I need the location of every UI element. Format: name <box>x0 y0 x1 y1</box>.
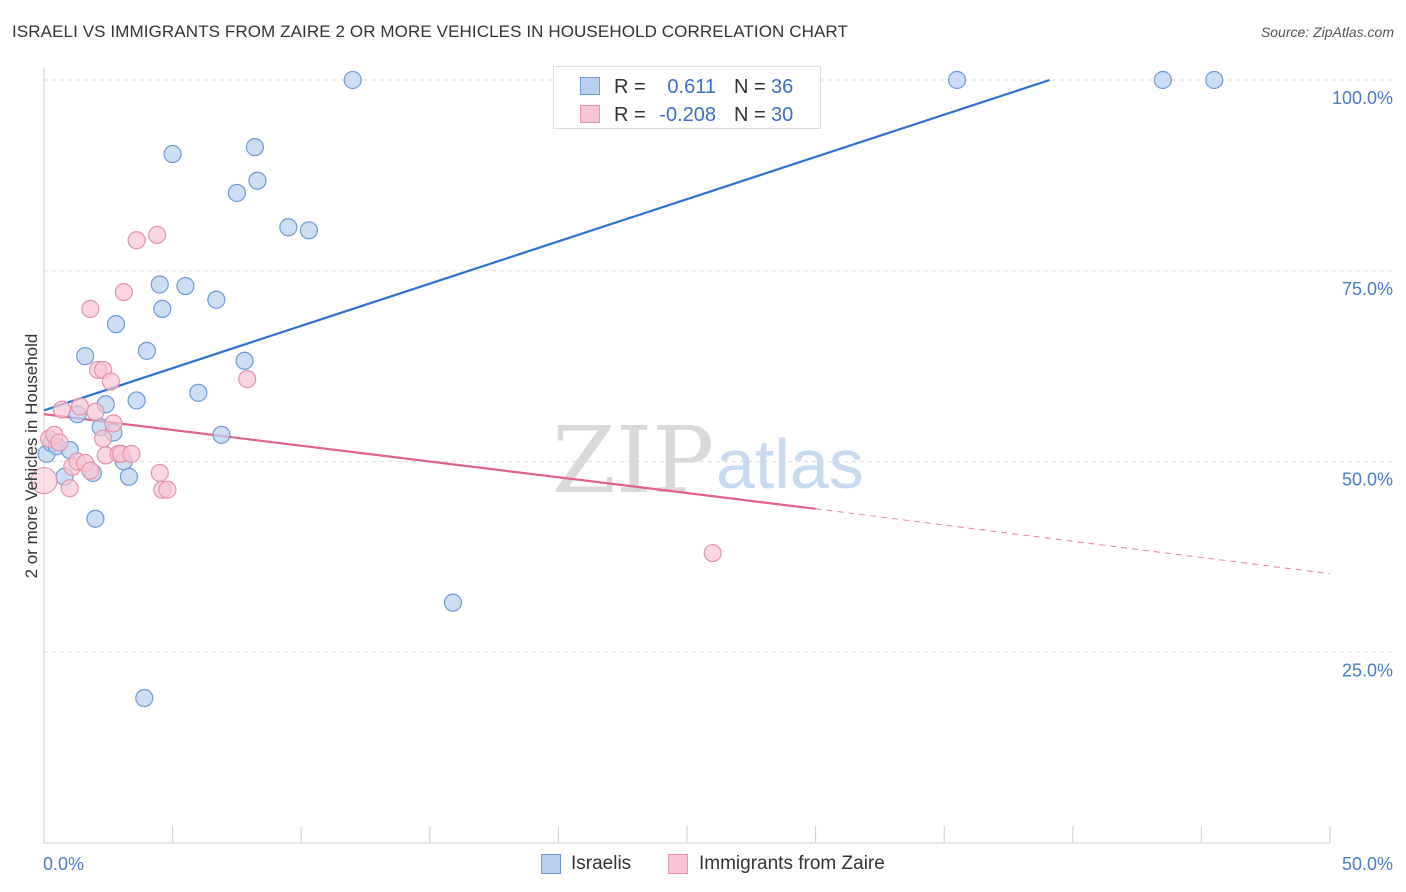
point-israelis <box>119 467 138 486</box>
y-axis-title: 2 or more Vehicles in Household <box>22 334 41 579</box>
point-zaire <box>81 461 100 480</box>
trendline-zaire-extension <box>815 508 1331 575</box>
legend-n-label: N = <box>734 76 766 98</box>
legend-r-label: R = <box>614 76 646 98</box>
point-israelis <box>137 341 156 360</box>
point-israelis <box>153 299 172 318</box>
y-tick-label: 25.0% <box>1342 660 1393 680</box>
point-israelis <box>207 290 226 309</box>
point-israelis <box>212 425 231 444</box>
legend-label-zaire: Immigrants from Zaire <box>699 853 885 874</box>
y-tick-label: 50.0% <box>1342 470 1393 490</box>
legend-swatch-israelis <box>541 854 561 874</box>
point-israelis <box>86 509 105 528</box>
x-tick-label-min: 0.0% <box>43 854 84 874</box>
point-israelis <box>947 70 967 90</box>
point-zaire <box>703 543 722 563</box>
legend-label-israelis: Israelis <box>571 853 632 874</box>
point-zaire <box>81 299 100 318</box>
point-zaire <box>52 400 72 419</box>
point-israelis <box>299 221 319 240</box>
point-israelis <box>163 144 182 164</box>
legend-n-value: 36 <box>771 76 794 98</box>
point-israelis <box>150 275 169 294</box>
chart-source: Source: ZipAtlas.com <box>1260 24 1394 40</box>
point-israelis <box>76 347 95 366</box>
point-zaire <box>86 402 105 422</box>
points-layer <box>30 70 1224 708</box>
point-israelis <box>279 218 298 237</box>
legend-swatch-zaire <box>668 854 688 874</box>
point-zaire <box>70 397 90 416</box>
point-israelis <box>245 138 265 157</box>
point-zaire <box>30 466 58 495</box>
point-zaire <box>60 479 79 498</box>
x-tick-label-max: 50.0% <box>1342 854 1393 874</box>
watermark: ZIP atlas <box>552 407 864 514</box>
trendline-zaire <box>43 413 816 510</box>
trendline-israelis <box>43 78 1050 412</box>
point-israelis <box>106 315 126 334</box>
point-israelis <box>227 183 246 203</box>
legend-r-label: R = <box>614 104 646 126</box>
legend-r-value: -0.208 <box>659 104 716 126</box>
point-zaire <box>122 444 141 463</box>
legend-r-value: 0.611 <box>667 76 716 98</box>
legend-row-israelis: R = 0.611 N = 36 <box>554 73 820 101</box>
point-israelis <box>127 391 146 410</box>
watermark-zip: ZIP <box>552 407 714 514</box>
point-israelis <box>189 383 208 402</box>
point-zaire <box>238 369 257 389</box>
point-zaire <box>114 283 133 302</box>
point-israelis <box>176 276 195 296</box>
point-israelis <box>235 351 254 370</box>
point-zaire <box>127 231 146 250</box>
watermark-atlas: atlas <box>716 425 864 503</box>
point-zaire <box>101 372 120 391</box>
legend-swatch-pink <box>580 105 600 123</box>
point-israelis <box>1205 70 1224 90</box>
point-israelis <box>1153 70 1172 90</box>
legend-swatch-blue <box>580 77 600 95</box>
point-zaire <box>148 225 167 244</box>
point-zaire <box>158 480 177 499</box>
point-israelis <box>343 70 362 90</box>
point-israelis <box>248 171 267 190</box>
trend-layer <box>43 78 1331 575</box>
point-zaire <box>94 429 113 448</box>
legend-row-zaire: R = -0.208 N = 30 <box>554 101 820 129</box>
legend-n-label: N = <box>734 104 766 126</box>
legend-n-value: 30 <box>771 104 794 126</box>
y-tick-label: 75.0% <box>1342 279 1393 299</box>
chart-title: ISRAELI VS IMMIGRANTS FROM ZAIRE 2 OR MO… <box>12 22 848 41</box>
point-israelis <box>135 688 154 708</box>
point-zaire <box>150 463 169 483</box>
correlation-legend: R = 0.611 N = 36 R = -0.208 N = 30 <box>553 66 821 129</box>
point-israelis <box>443 593 463 612</box>
y-tick-label: 100.0% <box>1332 88 1393 108</box>
point-zaire <box>104 414 123 433</box>
point-zaire <box>50 433 69 452</box>
